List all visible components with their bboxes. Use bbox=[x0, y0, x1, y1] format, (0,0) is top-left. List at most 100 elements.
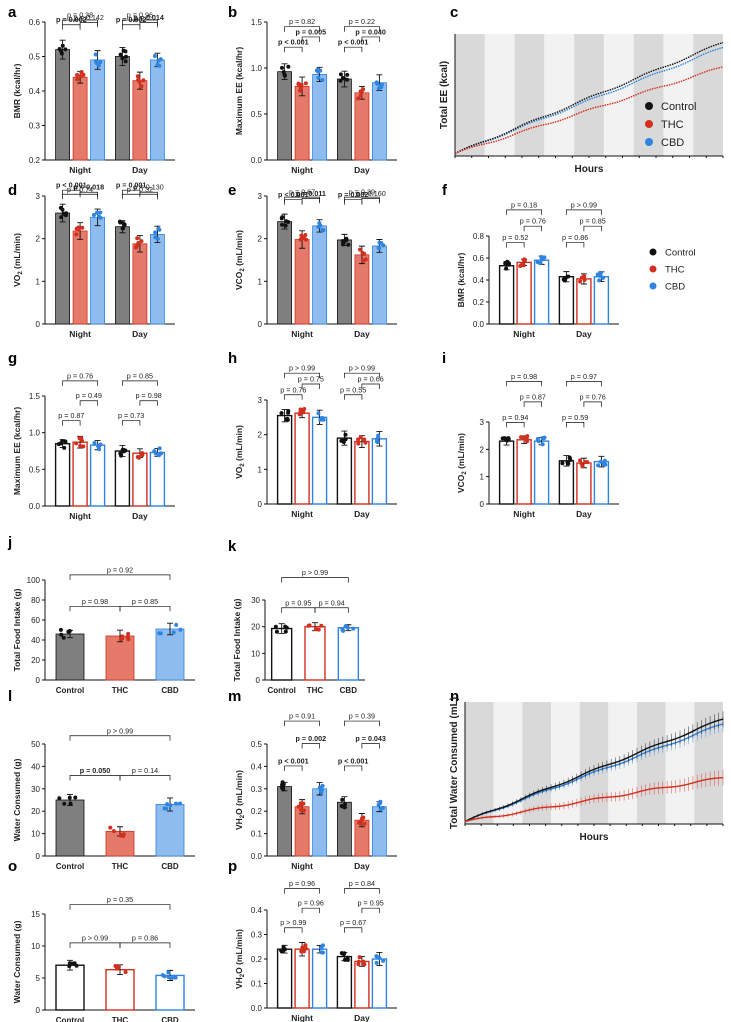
panel-m: m 0.0 0.1 0.2 0.3 0.4 0.5 VH2O (mL/min) Night Day… bbox=[228, 688, 397, 871]
x-category-label: Night bbox=[291, 861, 313, 871]
data-point bbox=[345, 77, 350, 82]
data-point bbox=[60, 43, 65, 48]
y-tick-label: 0.6 bbox=[473, 254, 485, 263]
p-value-label: p = 0.85 bbox=[127, 371, 153, 380]
light-dark-band bbox=[663, 34, 694, 156]
y-tick-label: 0.1 bbox=[251, 980, 263, 989]
p-value-label: p = 0.75 bbox=[298, 374, 324, 383]
y-tick-label: 0 bbox=[36, 320, 41, 329]
data-point bbox=[376, 435, 381, 440]
data-point bbox=[602, 458, 607, 463]
p-value-label: p = 0.86 bbox=[562, 233, 588, 242]
significance-bracket bbox=[284, 394, 303, 400]
p-value-label: p = 0.005 bbox=[296, 27, 327, 36]
data-point bbox=[346, 242, 351, 247]
bar-cbd bbox=[149, 233, 165, 325]
bar-cbd bbox=[312, 225, 328, 325]
legend-f: Control THC CBD bbox=[649, 248, 696, 293]
p-value-label: p = 0.040 bbox=[355, 27, 386, 36]
data-point bbox=[74, 232, 79, 237]
significance-bracket bbox=[119, 942, 171, 948]
p-value-label: p = 0.67 bbox=[340, 918, 366, 927]
significance-bracket bbox=[523, 401, 542, 407]
data-point bbox=[97, 447, 102, 452]
legend: Control THC CBD bbox=[645, 101, 696, 149]
significance-bracket bbox=[122, 19, 158, 26]
y-tick-label: 15 bbox=[31, 910, 40, 919]
bar-control bbox=[276, 948, 293, 1009]
legend-marker-cbd bbox=[649, 282, 657, 290]
bar-control bbox=[558, 276, 575, 325]
data-point bbox=[78, 443, 83, 448]
data-point bbox=[502, 436, 507, 441]
bar-control bbox=[498, 440, 515, 505]
x-category-label: Night bbox=[291, 1013, 313, 1022]
data-point bbox=[94, 210, 99, 215]
bar-thc bbox=[354, 254, 370, 325]
data-point bbox=[540, 442, 545, 447]
light-dark-band bbox=[694, 702, 723, 824]
y-tick-label: 2 bbox=[258, 235, 263, 244]
y-tick-label: 1.5 bbox=[29, 392, 41, 401]
data-point bbox=[343, 432, 348, 437]
y-axis-label: VH2O (mL/min) bbox=[234, 770, 246, 830]
data-point bbox=[376, 86, 381, 91]
y-tick-label: 0 bbox=[258, 320, 263, 329]
bar-thc bbox=[354, 440, 370, 505]
p-value-label: p = 0.52 bbox=[502, 233, 528, 242]
data-point bbox=[284, 219, 289, 224]
data-point bbox=[63, 439, 68, 444]
data-point bbox=[67, 795, 72, 800]
p-value-label: p = 0.002 bbox=[338, 190, 369, 199]
series-line-thc bbox=[464, 776, 724, 823]
data-point bbox=[301, 808, 306, 813]
data-point bbox=[298, 407, 303, 412]
significance-bracket bbox=[301, 907, 320, 914]
significance-bracket bbox=[314, 607, 349, 613]
p-value-label: p = 0.39 bbox=[349, 188, 375, 197]
p-value-label: p = 0.32 bbox=[127, 185, 153, 194]
y-tick-label: 100 bbox=[27, 576, 41, 585]
data-point bbox=[67, 628, 72, 633]
legend-label-cbd: CBD bbox=[661, 137, 684, 149]
light-dark-band bbox=[544, 34, 575, 156]
significance-bracket bbox=[69, 775, 121, 781]
bar-control bbox=[277, 221, 293, 325]
bar-cbd bbox=[311, 948, 328, 1009]
significance-bracket bbox=[69, 606, 121, 612]
p-value-label: p = 0.91 bbox=[289, 712, 315, 721]
data-point bbox=[121, 48, 126, 53]
data-point bbox=[375, 81, 380, 86]
data-point bbox=[519, 435, 524, 440]
data-point bbox=[59, 215, 64, 220]
significance-bracket bbox=[284, 199, 303, 205]
data-point bbox=[340, 76, 345, 81]
data-point bbox=[174, 801, 179, 806]
y-tick-label: 0 bbox=[36, 676, 41, 685]
data-point bbox=[171, 630, 176, 635]
p-value-label: p = 0.96 bbox=[289, 879, 315, 888]
y-axis-label: VO2 (mL/min) bbox=[234, 425, 246, 479]
y-tick-label: 3 bbox=[36, 192, 41, 201]
data-point bbox=[298, 88, 303, 93]
x-category-label: Day bbox=[354, 861, 370, 871]
data-point bbox=[319, 623, 324, 628]
bar-control bbox=[276, 414, 293, 505]
p-value-label: p = 0.85 bbox=[580, 217, 606, 226]
data-point bbox=[81, 72, 86, 77]
data-point bbox=[381, 958, 386, 963]
data-point bbox=[541, 436, 546, 441]
p-value-label: p = 0.98 bbox=[511, 372, 537, 381]
p-value-label: p = 0.050 bbox=[80, 766, 111, 775]
bar-cbd bbox=[371, 438, 388, 505]
significance-bracket bbox=[344, 372, 380, 379]
p-value-label: p = 0.002 bbox=[296, 734, 327, 743]
p-value-label: p = 0.67 bbox=[289, 188, 315, 197]
bar-control bbox=[115, 226, 130, 325]
data-point bbox=[74, 963, 79, 968]
significance-bracket bbox=[301, 36, 320, 42]
y-axis-label: BMR (kcal/hr) bbox=[456, 252, 466, 307]
bar-thc bbox=[72, 230, 88, 325]
data-point bbox=[303, 943, 308, 948]
data-point bbox=[345, 72, 350, 77]
